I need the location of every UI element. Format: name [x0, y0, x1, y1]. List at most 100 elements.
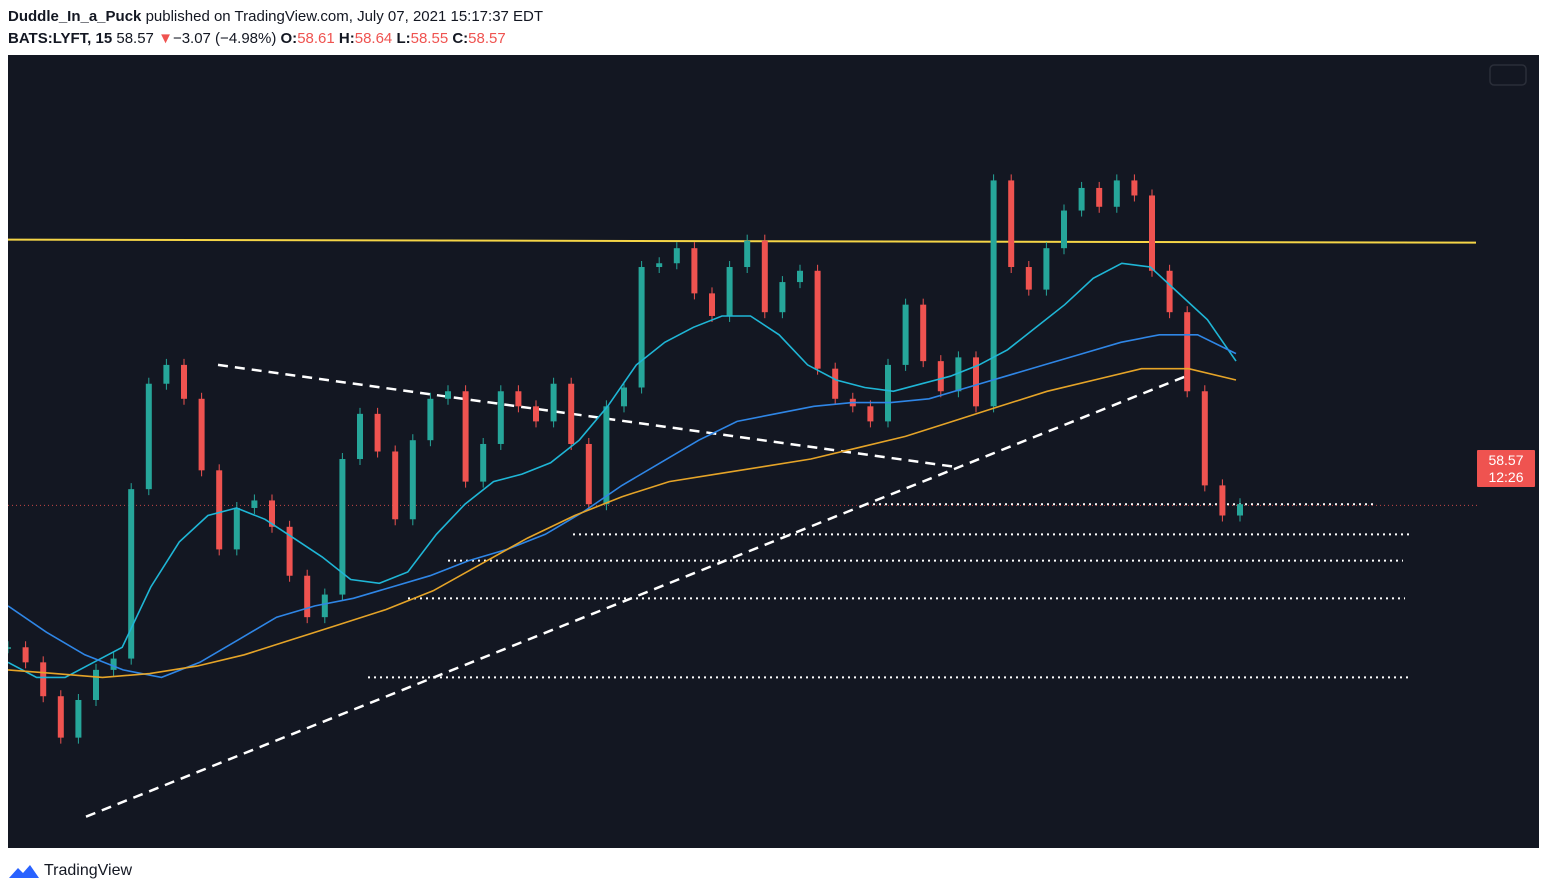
price-candle: [515, 391, 522, 407]
price-candle: [216, 470, 223, 550]
price-candle: [321, 594, 328, 618]
last-price-tag: 58.57 12:26: [1477, 450, 1535, 487]
price-candle: [867, 406, 874, 422]
chart-header: Duddle_In_a_Puck published on TradingVie…: [8, 6, 543, 50]
ema-mid-line: [8, 333, 1237, 679]
symbol-label: BATS:LYFT, 15: [8, 30, 113, 47]
open-value: 58.61: [297, 30, 335, 47]
high-label: H:: [338, 30, 355, 47]
price-candle: [198, 398, 205, 471]
chart-pane[interactable]: [8, 55, 1539, 848]
price-candle: [1025, 267, 1032, 290]
price-candle: [990, 180, 997, 407]
price-candle: [181, 364, 187, 399]
ema-fast-line: [8, 262, 1237, 679]
author-name[interactable]: Duddle_In_a_Puck: [8, 8, 142, 25]
low-value: 58.55: [410, 30, 449, 47]
price-candle: [304, 575, 311, 618]
ema-slow-line: [8, 367, 1237, 679]
price-candle: [233, 507, 240, 550]
price-candle: [920, 304, 927, 362]
price-candle: [462, 391, 469, 482]
price-candle: [163, 364, 170, 384]
price-candle: [1043, 248, 1050, 290]
price-candle: [1149, 195, 1155, 271]
price-candle: [1078, 187, 1085, 211]
price-candle: [445, 391, 451, 399]
price-candle: [409, 440, 416, 520]
price-candle: [128, 489, 135, 659]
price-candle: [814, 270, 821, 369]
price-candle: [269, 500, 275, 527]
publish-line: Duddle_In_a_Puck published on TradingVie…: [8, 6, 543, 28]
bar-countdown: 12:26: [1488, 469, 1524, 485]
down-arrow-icon: ▼: [158, 30, 173, 47]
price-candle: [550, 383, 557, 422]
price-candle: [1131, 180, 1138, 196]
price-candle: [427, 398, 434, 441]
price-candle: [955, 357, 962, 392]
close-value: 58.57: [468, 30, 506, 47]
price-candle: [392, 451, 399, 520]
price-candle: [673, 248, 680, 264]
price-candle: [709, 293, 715, 316]
price-candle: [374, 413, 381, 452]
price-candle: [286, 526, 293, 576]
price-candle: [339, 459, 346, 595]
price-candle: [8, 647, 11, 649]
price-candle: [251, 500, 258, 508]
price-candle: [691, 248, 698, 294]
footer-brand[interactable]: TradingView: [8, 860, 132, 882]
price-candle: [937, 361, 944, 392]
price-candle: [57, 696, 64, 738]
price-candle: [1113, 180, 1120, 207]
price-candle: [1166, 270, 1173, 313]
last-price: 58.57: [116, 30, 154, 47]
published-text: published on TradingView.com, July 07, 2…: [145, 8, 544, 25]
price-candle: [973, 357, 979, 407]
price-candle: [621, 387, 627, 407]
open-label: O:: [280, 30, 298, 47]
price-candle: [797, 270, 803, 283]
price-candle: [110, 658, 117, 670]
price-change: −3.07 (−4.98%): [172, 30, 277, 47]
ohlc-line: BATS:LYFT, 15 58.57 ▼−3.07 (−4.98%) O:58…: [8, 28, 543, 50]
price-candle: [761, 240, 768, 313]
price-candle: [40, 662, 47, 697]
price-candle: [1096, 187, 1103, 207]
price-candle: [75, 699, 82, 738]
rising-trendline: [85, 375, 1187, 818]
chart-settings-icon: [1489, 64, 1527, 86]
price-chart[interactable]: [8, 55, 1539, 848]
high-value: 58.64: [354, 30, 393, 47]
low-label: L:: [396, 30, 411, 47]
price-candle: [585, 443, 592, 505]
price-candle: [1061, 210, 1067, 249]
price-candle: [1184, 312, 1191, 392]
price-candle: [902, 304, 909, 365]
falling-trendline: [217, 363, 954, 468]
resistance-line: [8, 238, 1477, 244]
price-candle: [22, 647, 29, 663]
tradingview-logo-icon: [9, 865, 39, 878]
price-candle: [779, 282, 786, 313]
price-candle: [1201, 391, 1208, 486]
price-candle: [1008, 180, 1015, 268]
price-candle: [93, 669, 99, 700]
brand-name: TradingView: [44, 862, 133, 879]
price-candle: [497, 391, 504, 444]
price-candle: [1219, 485, 1226, 516]
price-candle: [357, 413, 363, 460]
price-candle: [832, 368, 839, 399]
price-candle: [603, 406, 610, 505]
price-candle: [480, 443, 487, 482]
close-label: C:: [452, 30, 469, 47]
price-candle: [533, 406, 539, 422]
price-candle: [145, 383, 152, 490]
price-candle: [744, 240, 751, 268]
price-candle: [568, 383, 575, 444]
price-candle: [726, 267, 733, 316]
price-candle: [1237, 504, 1243, 516]
price-tag-value: 58.57: [1488, 452, 1524, 468]
price-candle: [885, 364, 891, 422]
